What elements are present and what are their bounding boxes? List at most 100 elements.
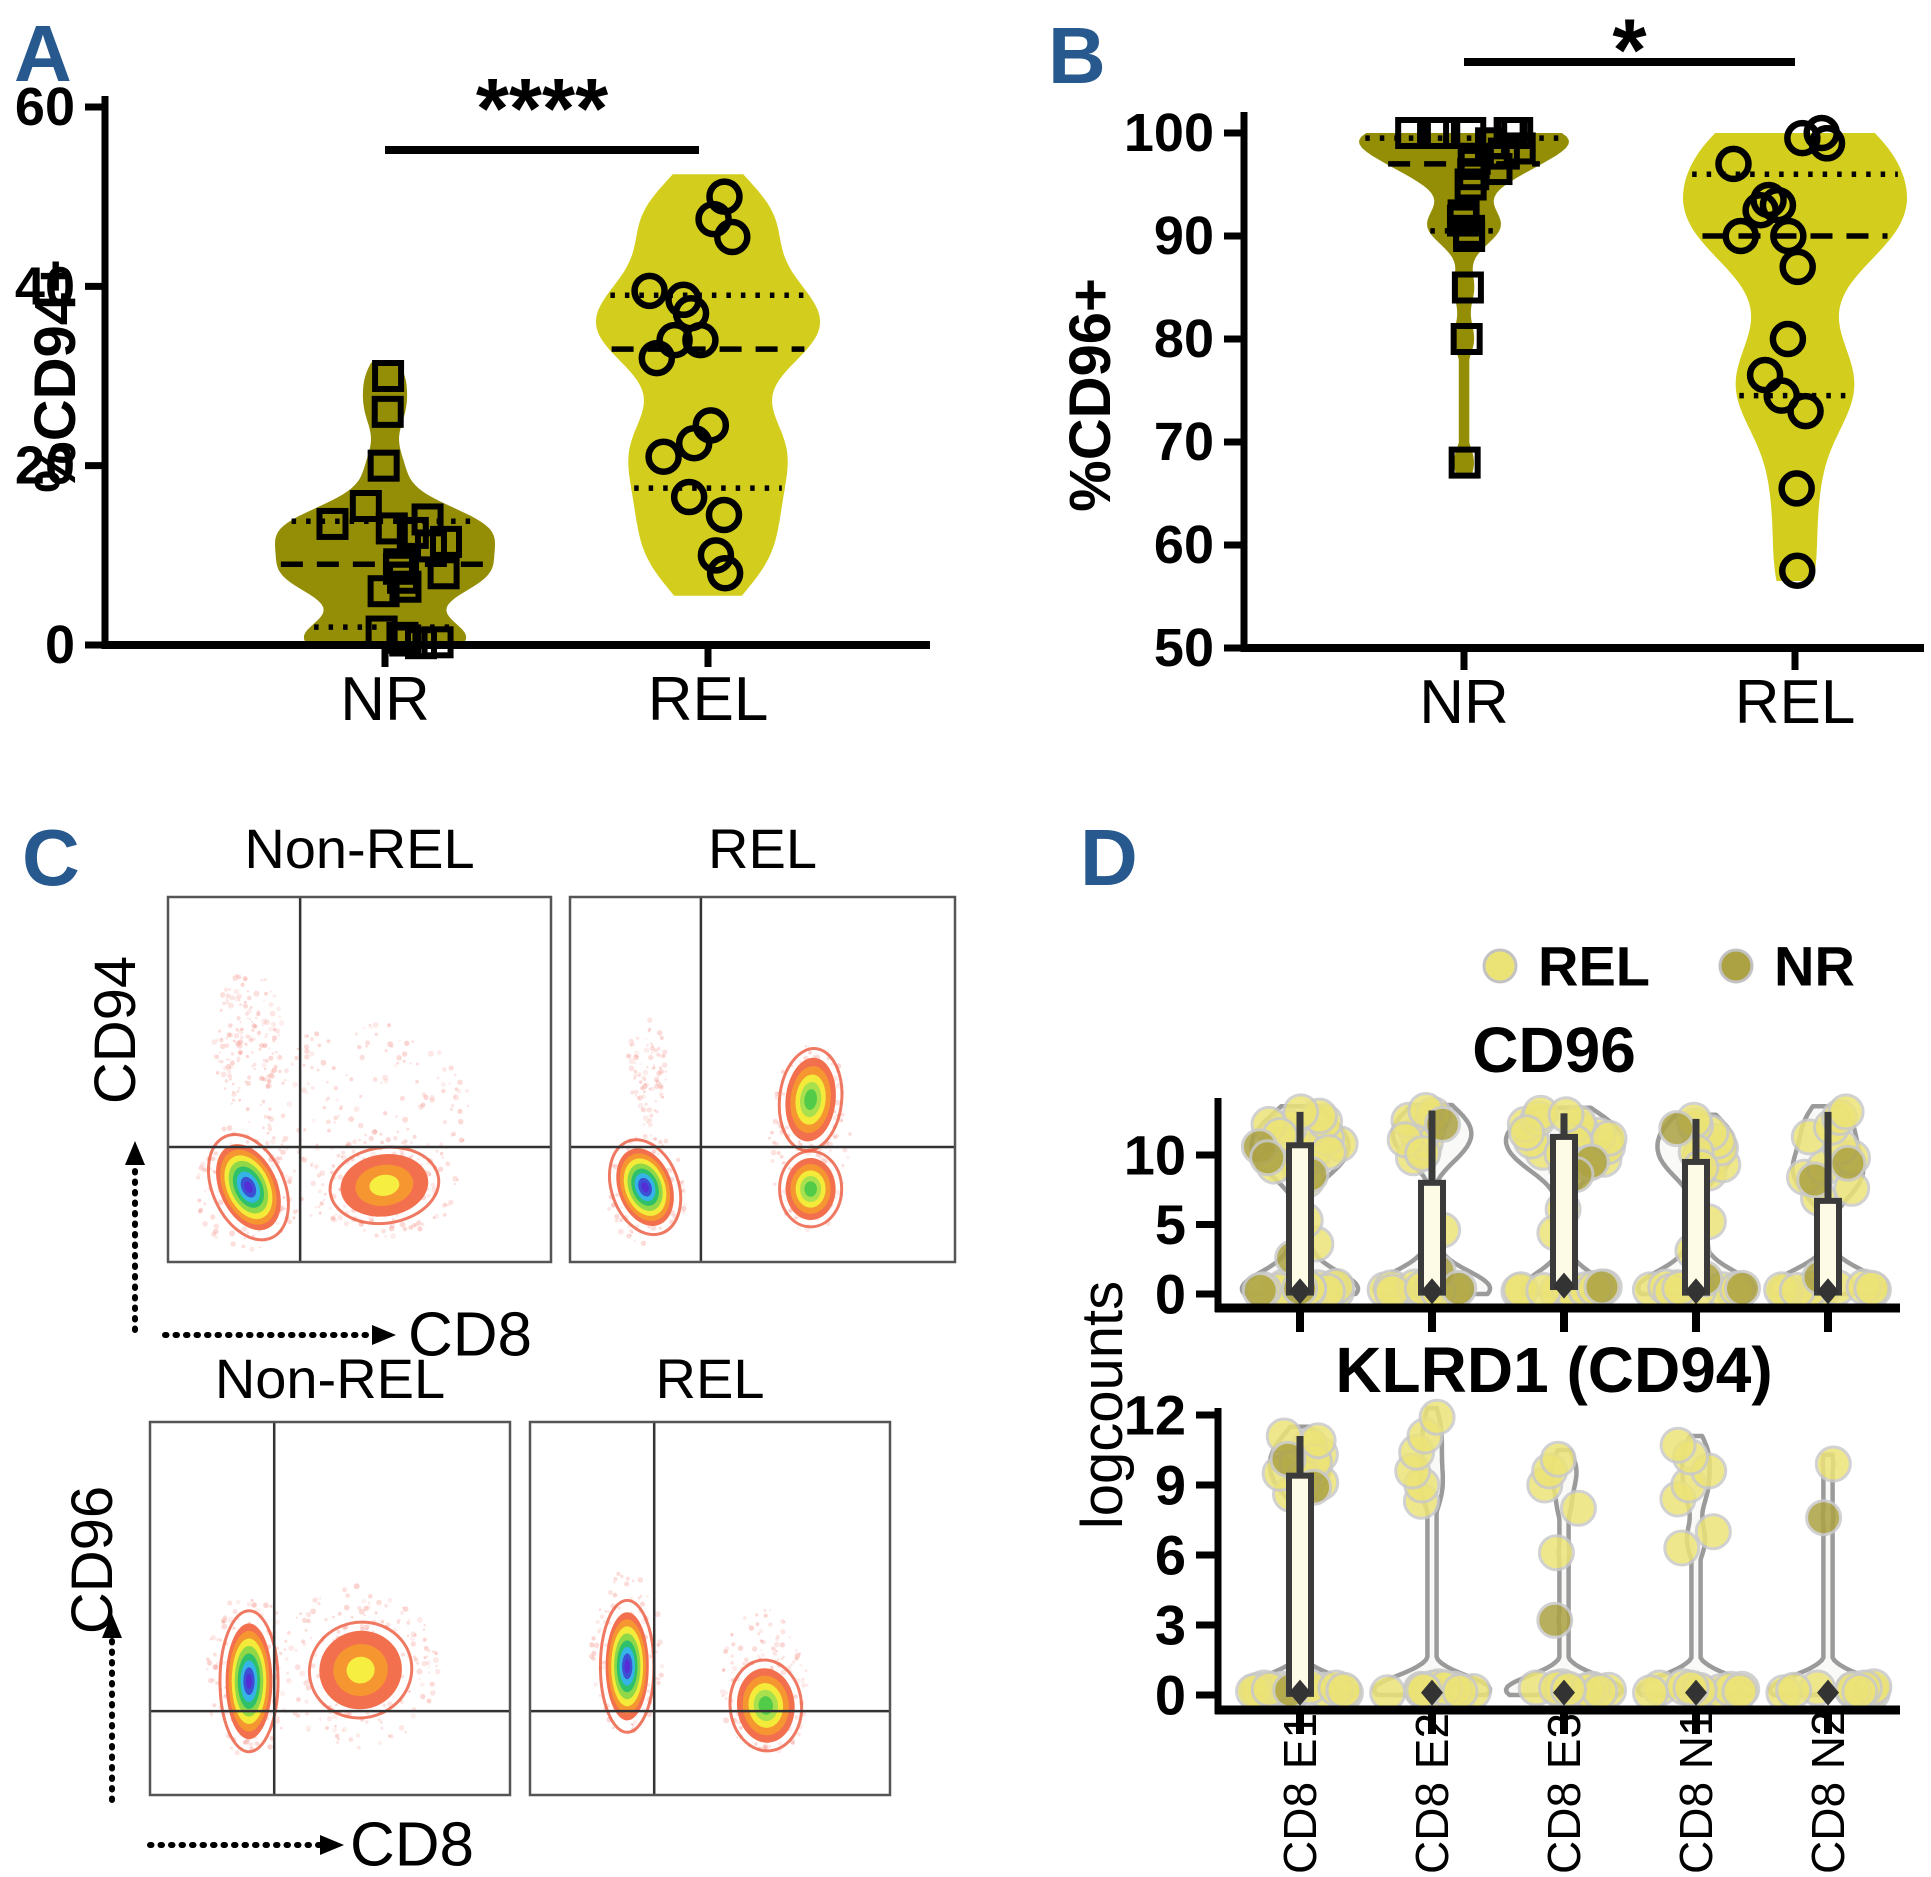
haze-dot	[792, 1660, 796, 1664]
box-median-marker	[1421, 1278, 1443, 1305]
haze-dot	[423, 1645, 429, 1651]
haze-dot	[648, 1027, 652, 1031]
haze-dot	[277, 1160, 280, 1164]
haze-dot	[415, 1062, 420, 1066]
haze-dot	[676, 1157, 681, 1162]
haze-dot	[337, 1174, 344, 1180]
haze-dot	[637, 1102, 644, 1109]
jitter-point-rel	[1325, 1671, 1363, 1709]
haze-dot	[322, 1198, 326, 1202]
haze-dot	[457, 1118, 464, 1125]
data-point-circle	[638, 339, 676, 377]
haze-dot	[641, 1076, 647, 1081]
haze-dot	[648, 1087, 652, 1091]
haze-dot	[768, 1622, 773, 1627]
haze-dot	[283, 1079, 287, 1082]
haze-dot	[416, 1157, 420, 1161]
haze-dot	[656, 1643, 661, 1647]
haze-dot	[772, 1651, 776, 1655]
haze-dot	[212, 1664, 218, 1670]
haze-dot	[368, 1594, 373, 1599]
haze-dot	[250, 1598, 254, 1603]
haze-dot	[246, 1231, 250, 1235]
haze-dot	[327, 1039, 332, 1044]
haze-dot	[452, 1175, 459, 1182]
haze-dot	[396, 1055, 402, 1061]
haze-dot	[417, 1226, 423, 1232]
haze-dot	[365, 1720, 369, 1724]
haze-dot	[721, 1694, 725, 1698]
haze-dot	[274, 1050, 278, 1054]
haze-dot	[775, 1634, 781, 1639]
haze-dot	[616, 1571, 621, 1576]
haze-dot	[429, 1094, 435, 1101]
haze-dot	[361, 1598, 367, 1604]
haze-dot	[294, 1648, 298, 1652]
haze-dot	[763, 1613, 768, 1618]
haze-dot	[357, 1745, 361, 1750]
haze-dot	[295, 1616, 298, 1619]
haze-dot	[647, 1122, 653, 1128]
haze-dot	[318, 1717, 322, 1721]
haze-dot	[723, 1717, 730, 1724]
haze-dot	[341, 1728, 346, 1733]
haze-dot	[286, 1178, 292, 1184]
jitter-point-rel	[1721, 1673, 1759, 1710]
haze-dot	[301, 1639, 306, 1644]
haze-dot	[265, 1083, 271, 1089]
haze-dot	[239, 1021, 242, 1024]
haze-dot	[276, 1054, 283, 1061]
haze-dot	[799, 1060, 802, 1063]
haze-dot	[398, 1725, 405, 1731]
haze-dot	[757, 1632, 761, 1636]
haze-dot	[413, 1633, 417, 1637]
haze-dot	[220, 1060, 224, 1064]
haze-dot	[281, 1139, 285, 1143]
haze-dot	[398, 1039, 401, 1043]
haze-dot	[314, 1205, 318, 1209]
haze-dot	[387, 1023, 391, 1028]
haze-dot	[800, 1143, 803, 1146]
haze-dot	[286, 1678, 292, 1684]
haze-dot	[327, 1128, 331, 1133]
haze-dot	[410, 1641, 416, 1647]
haze-dot	[214, 1235, 219, 1240]
haze-dot	[422, 1628, 426, 1631]
haze-dot	[241, 1226, 248, 1232]
haze-dot	[770, 1130, 774, 1135]
haze-dot	[744, 1657, 749, 1663]
haze-dot	[273, 1064, 278, 1069]
haze-dot	[317, 1043, 322, 1048]
haze-dot	[348, 1737, 354, 1742]
haze-dot	[429, 1097, 435, 1103]
category-label: CD8 N2	[1802, 1710, 1854, 1874]
haze-dot	[643, 1082, 647, 1086]
haze-dot	[785, 1125, 790, 1130]
haze-dot	[372, 1077, 378, 1082]
haze-dot	[768, 1136, 771, 1140]
axis-arrow-head	[320, 1835, 344, 1855]
subplot-klrd1: KLRD1 (CD94) 0 3 6 9 12	[1124, 1334, 1900, 1734]
data-point-circle	[1808, 125, 1846, 162]
haze-dot	[268, 1047, 271, 1050]
haze-dot	[654, 1084, 660, 1089]
haze-dot	[269, 1073, 272, 1077]
haze-dot	[221, 1126, 227, 1132]
haze-dot	[658, 1139, 663, 1145]
haze-dot	[393, 1064, 397, 1068]
haze-dot	[633, 1054, 639, 1061]
haze-dot	[325, 1726, 329, 1730]
haze-dot	[279, 1651, 283, 1656]
jitter-point-rel	[1418, 1398, 1456, 1436]
haze-dot	[799, 1663, 803, 1667]
haze-dot	[446, 1203, 450, 1207]
haze-dot	[237, 1049, 244, 1055]
jitter-point-nr	[1658, 1110, 1696, 1148]
haze-dot	[318, 1211, 322, 1215]
y-tick-label: 0	[45, 615, 75, 675]
contour-outline	[607, 1138, 683, 1237]
haze-dot	[251, 1023, 257, 1029]
data-point-circle	[1769, 320, 1807, 358]
haze-dot	[246, 1008, 252, 1014]
haze-dot	[597, 1630, 600, 1634]
